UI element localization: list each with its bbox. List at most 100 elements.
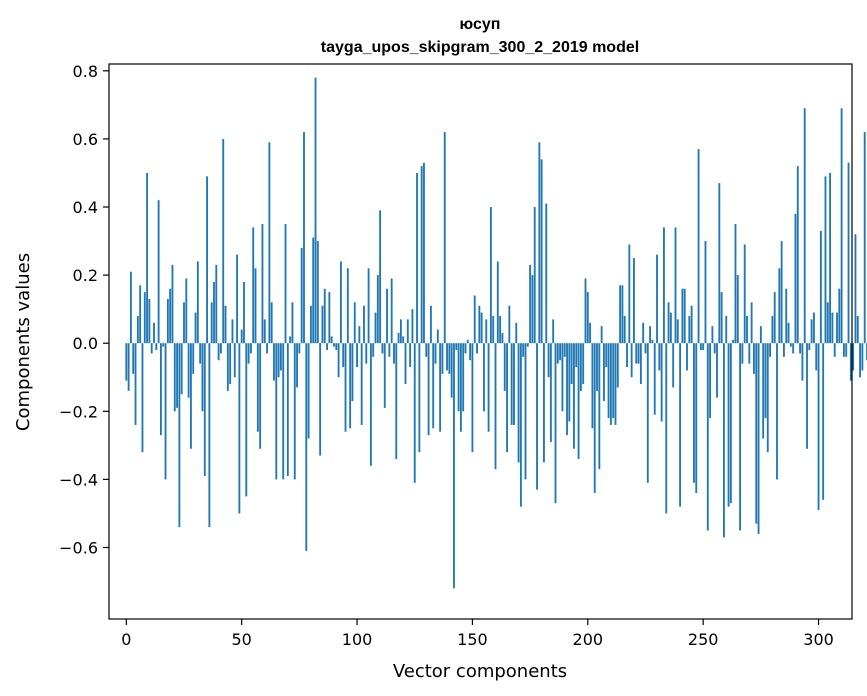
bar-84: [319, 343, 322, 456]
bar-235: [667, 302, 670, 344]
bar-154: [480, 312, 483, 344]
bar-279: [769, 343, 772, 357]
bar-214: [619, 285, 622, 344]
bar-210: [609, 343, 612, 425]
bar-265: [736, 275, 739, 344]
bar-136: [439, 343, 442, 432]
bar-256: [716, 343, 718, 398]
bar-74: [296, 343, 298, 388]
bar-319: [861, 343, 864, 371]
bar-307: [833, 343, 836, 357]
bar-216: [623, 315, 626, 344]
bar-314: [849, 343, 852, 381]
bar-301: [819, 230, 822, 344]
bar-182: [545, 203, 548, 344]
bar-127: [418, 343, 421, 453]
bar-181: [543, 343, 545, 463]
bar-268: [743, 244, 746, 344]
bar-60: [263, 319, 266, 344]
x-tick-label: 150: [457, 630, 488, 649]
bar-1: [127, 343, 130, 391]
bar-257: [718, 183, 721, 344]
bar-304: [826, 302, 829, 344]
bar-310: [840, 108, 843, 344]
bar-5: [136, 315, 139, 344]
bar-290: [794, 213, 797, 344]
bar-298: [813, 312, 815, 344]
bar-186: [554, 343, 557, 504]
bar-46: [231, 319, 234, 344]
bar-162: [499, 315, 502, 344]
bar-59: [261, 224, 264, 344]
bar-157: [487, 343, 490, 432]
bar-281: [773, 292, 776, 344]
bar-261: [727, 343, 730, 507]
bar-78: [305, 343, 308, 551]
bar-287: [787, 322, 790, 344]
bar-66: [277, 343, 280, 378]
bar-14: [157, 200, 160, 344]
bar-239: [676, 319, 679, 344]
bar-17: [164, 343, 167, 480]
bar-198: [582, 343, 585, 385]
bar-101: [358, 326, 361, 344]
bar-251: [704, 241, 707, 344]
x-tick-label: 50: [231, 630, 251, 649]
bar-87: [326, 343, 328, 351]
x-tick-label: 250: [688, 630, 719, 649]
bar-105: [367, 268, 370, 344]
bar-177: [533, 207, 536, 344]
bar-227: [649, 326, 652, 344]
bar-123: [409, 343, 412, 368]
bar-30: [194, 312, 197, 344]
bar-282: [776, 343, 778, 480]
bar-255: [713, 343, 716, 354]
bar-202: [591, 343, 594, 429]
bars-group: [125, 77, 867, 589]
bar-13: [155, 343, 158, 351]
bar-37: [210, 302, 213, 344]
bar-249: [699, 343, 702, 351]
bar-271: [750, 302, 753, 344]
bar-317: [856, 315, 859, 344]
bar-7: [141, 343, 144, 453]
bar-275: [759, 326, 762, 344]
bar-220: [633, 258, 635, 344]
bar-122: [406, 319, 409, 344]
bar-137: [441, 343, 444, 374]
bar-246: [693, 343, 695, 483]
bar-194: [573, 343, 575, 449]
bar-129: [423, 162, 425, 344]
bar-266: [739, 343, 742, 531]
bar-124: [411, 309, 414, 344]
bar-120: [402, 336, 405, 344]
bar-73: [293, 343, 296, 480]
bar-119: [399, 319, 402, 344]
bar-192: [568, 343, 571, 422]
bar-104: [365, 343, 368, 364]
bar-32: [199, 343, 202, 364]
bar-10: [148, 298, 151, 344]
x-tick-label: 200: [573, 630, 604, 649]
bar-61: [266, 343, 268, 354]
bar-229: [653, 343, 656, 415]
bar-248: [697, 149, 700, 344]
bar-80: [309, 305, 312, 344]
bar-183: [547, 343, 550, 378]
bar-230: [656, 254, 658, 344]
bar-203: [593, 343, 596, 494]
bar-33: [201, 343, 204, 412]
bar-40: [217, 343, 220, 361]
bar-167: [510, 343, 513, 425]
bar-47: [233, 343, 236, 378]
bar-95: [344, 343, 347, 432]
bar-294: [803, 108, 806, 344]
bar-190: [563, 343, 566, 357]
bar-42: [222, 138, 225, 344]
bar-86: [323, 288, 326, 344]
bar-89: [330, 336, 333, 344]
y-tick-label: −0.2: [59, 402, 98, 421]
bar-189: [561, 343, 564, 412]
bar-128: [420, 166, 423, 344]
bar-263: [732, 339, 735, 344]
